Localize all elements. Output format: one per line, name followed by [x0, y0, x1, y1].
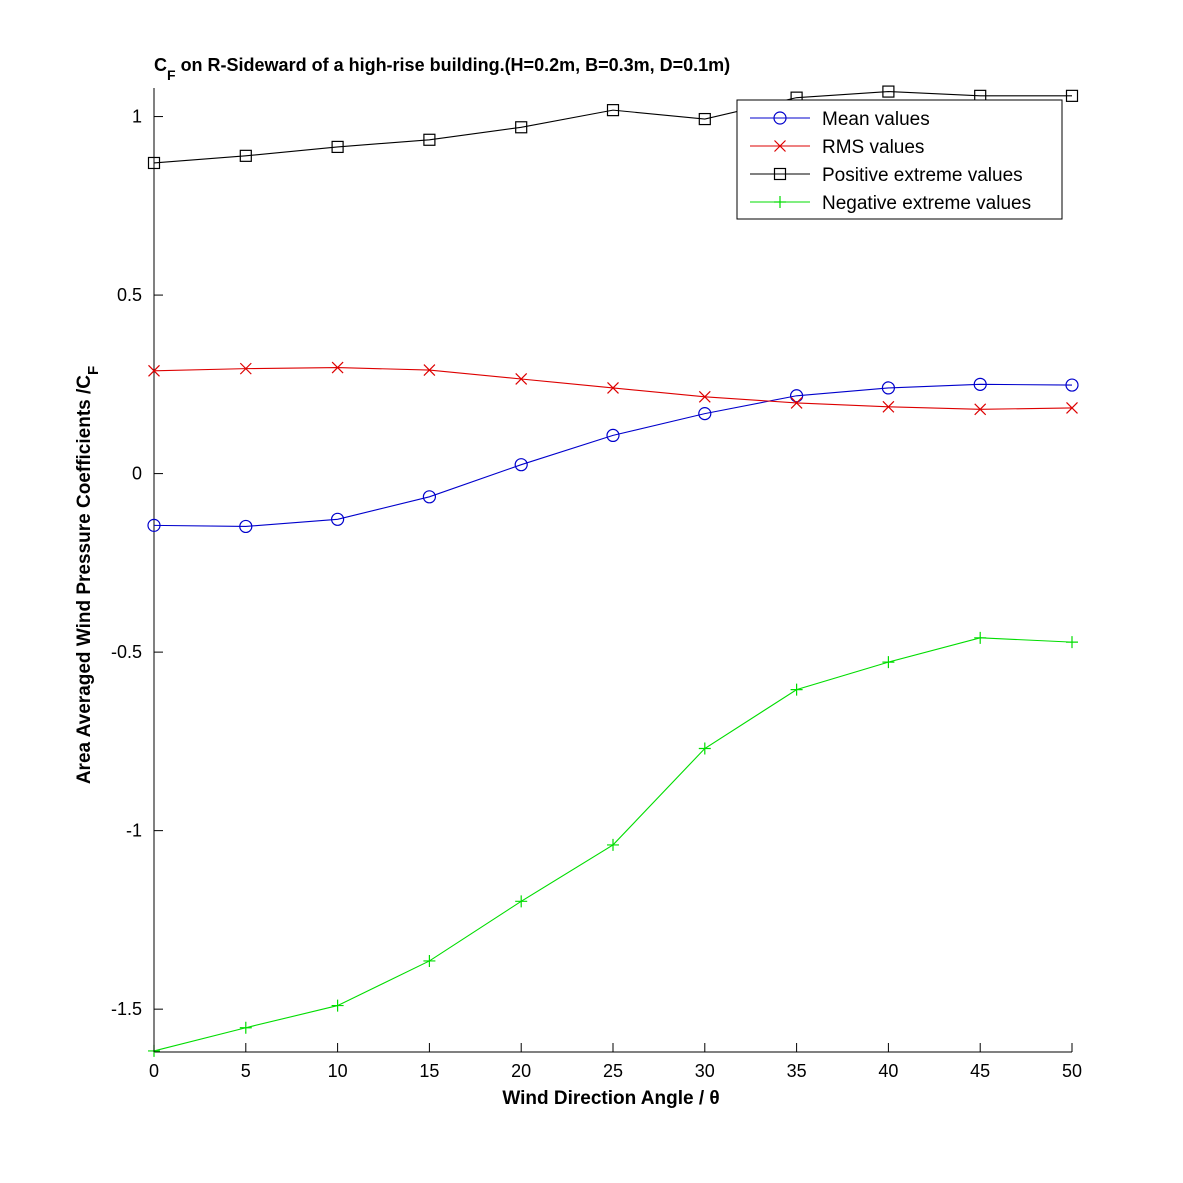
- x-tick-label: 20: [511, 1061, 531, 1081]
- series-plus: [148, 631, 1078, 1057]
- legend-box: [736, 99, 1063, 220]
- data-point: [607, 381, 619, 394]
- y-axis-label: Area Averaged Wind Pressure Coefficients…: [74, 366, 102, 784]
- data-point: [882, 400, 895, 413]
- data-point: [515, 373, 528, 385]
- y-tick-label: 1: [132, 107, 142, 127]
- x-tick-label: 30: [695, 1061, 715, 1081]
- series-square: [147, 85, 1079, 170]
- data-point: [881, 381, 896, 395]
- x-tick-label: 35: [787, 1061, 807, 1081]
- y-tick-label: -1.5: [111, 999, 142, 1019]
- data-point: [423, 954, 436, 967]
- legend-label: Negative extreme values: [822, 193, 1031, 214]
- series-circle: [147, 377, 1079, 534]
- data-point: [515, 121, 528, 134]
- y-tick-label: 0: [132, 464, 142, 484]
- data-point: [882, 85, 895, 98]
- data-point: [148, 364, 160, 377]
- data-point: [423, 133, 436, 146]
- y-axis: -1.5 -1 -0.5 0 0.5 1: [111, 107, 163, 1019]
- data-point: [239, 1021, 252, 1034]
- legend-item: RMS values: [750, 137, 924, 158]
- x-axis: 0 5 10 15 20 25 30 35 40 45 50: [149, 1043, 1082, 1081]
- data-point: [331, 140, 344, 154]
- data-point: [973, 377, 987, 391]
- legend-item: Negative extreme values: [750, 193, 1031, 214]
- data-point: [1066, 636, 1078, 649]
- data-point: [698, 742, 711, 755]
- series-x: [148, 361, 1078, 416]
- legend-label: Positive extreme values: [822, 165, 1023, 186]
- data-point: [882, 656, 895, 669]
- legend-label: Mean values: [822, 109, 930, 130]
- legend-marker: [773, 167, 787, 181]
- x-tick-label: 50: [1062, 1061, 1082, 1081]
- data-point: [239, 149, 252, 162]
- data-point: [606, 428, 620, 442]
- x-tick-label: 0: [149, 1061, 159, 1081]
- data-point: [1065, 378, 1079, 392]
- data-point: [698, 407, 712, 421]
- data-point: [974, 631, 987, 644]
- y-tick-label: -0.5: [111, 642, 142, 662]
- x-tick-label: 40: [878, 1061, 898, 1081]
- series-line: [153, 383, 1073, 527]
- data-point: [1066, 401, 1078, 414]
- data-point: [515, 895, 528, 908]
- data-point: [789, 389, 804, 403]
- data-point: [331, 999, 344, 1012]
- data-point: [423, 364, 436, 376]
- data-point: [698, 390, 711, 403]
- data-point: [422, 490, 436, 504]
- data-point: [790, 396, 803, 409]
- x-tick-label: 10: [328, 1061, 348, 1081]
- data-point: [698, 112, 711, 126]
- data-point: [239, 519, 253, 534]
- data-point: [790, 683, 803, 696]
- legend-marker: [773, 111, 787, 125]
- data-point: [974, 403, 987, 416]
- x-tick-label: 15: [419, 1061, 439, 1081]
- legend-label: RMS values: [822, 137, 924, 158]
- data-point: [147, 156, 161, 170]
- series-layer: [147, 85, 1079, 1057]
- legend-marker: [774, 196, 786, 208]
- data-point: [331, 361, 344, 374]
- data-point: [147, 518, 161, 532]
- data-point: [606, 104, 620, 117]
- data-point: [239, 362, 252, 375]
- legend-marker: [774, 140, 786, 152]
- series-line: [153, 91, 1072, 164]
- legend-item: Positive extreme values: [750, 165, 1023, 186]
- y-tick-label: 0.5: [117, 285, 142, 305]
- data-point: [331, 512, 345, 526]
- x-tick-label: 25: [603, 1061, 623, 1081]
- data-point: [514, 458, 528, 472]
- x-tick-label: 5: [241, 1061, 251, 1081]
- y-tick-label: -1: [126, 821, 142, 841]
- data-point: [1065, 89, 1079, 102]
- chart-title: CF on R-Sideward of a high-rise building…: [154, 55, 730, 83]
- data-point: [607, 838, 619, 851]
- x-tick-label: 45: [970, 1061, 990, 1081]
- legend: Mean values RMS values Positive extreme va…: [736, 99, 1063, 220]
- legend-item: Mean values: [750, 109, 930, 130]
- x-axis-label: Wind Direction Angle / θ: [502, 1088, 719, 1109]
